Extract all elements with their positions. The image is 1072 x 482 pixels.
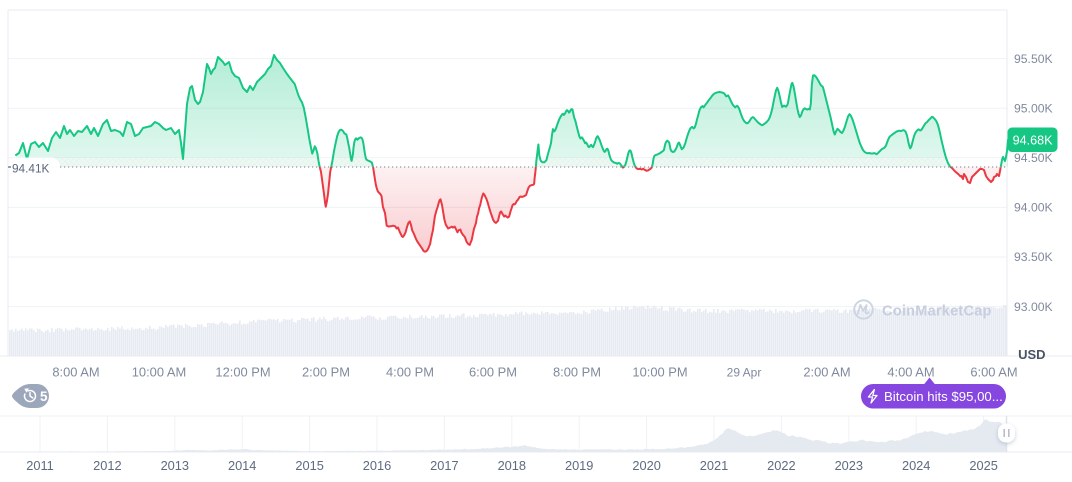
svg-text:2017: 2017: [430, 458, 458, 473]
svg-text:29 Apr: 29 Apr: [727, 366, 762, 380]
svg-text:2025: 2025: [969, 458, 997, 473]
svg-text:6:00 PM: 6:00 PM: [469, 365, 517, 380]
svg-text:95.00K: 95.00K: [1014, 101, 1053, 115]
svg-text:10:00 PM: 10:00 PM: [632, 365, 687, 380]
svg-text:10:00 AM: 10:00 AM: [132, 365, 186, 380]
svg-text:4:00 AM: 4:00 AM: [887, 365, 934, 380]
svg-text:4:00 PM: 4:00 PM: [386, 365, 434, 380]
svg-text:93.50K: 93.50K: [1014, 250, 1053, 264]
svg-text:2016: 2016: [363, 458, 391, 473]
svg-text:2012: 2012: [93, 458, 121, 473]
svg-text:2021: 2021: [700, 458, 728, 473]
svg-text:2023: 2023: [835, 458, 863, 473]
svg-text:8:00 AM: 8:00 AM: [52, 365, 99, 380]
svg-text:2014: 2014: [228, 458, 256, 473]
svg-text:2:00 PM: 2:00 PM: [302, 365, 350, 380]
svg-text:5: 5: [40, 389, 48, 404]
svg-text:CoinMarketCap: CoinMarketCap: [882, 304, 992, 320]
svg-text:2022: 2022: [767, 458, 795, 473]
svg-text:2018: 2018: [498, 458, 526, 473]
svg-text:2011: 2011: [26, 458, 54, 473]
svg-text:8:00 PM: 8:00 PM: [553, 365, 601, 380]
svg-text:2019: 2019: [565, 458, 593, 473]
svg-text:Bitcoin hits $95,00...: Bitcoin hits $95,00...: [884, 389, 1003, 404]
svg-text:2020: 2020: [632, 458, 660, 473]
svg-text:USD: USD: [1018, 347, 1045, 362]
svg-text:2024: 2024: [902, 458, 930, 473]
svg-text:94.00K: 94.00K: [1014, 201, 1053, 215]
svg-text:2013: 2013: [161, 458, 189, 473]
svg-text:12:00 PM: 12:00 PM: [215, 365, 270, 380]
svg-text:94.50K: 94.50K: [1014, 151, 1053, 165]
svg-text:93.00K: 93.00K: [1014, 300, 1053, 314]
svg-text:94.68K: 94.68K: [1013, 133, 1054, 147]
svg-text:95.50K: 95.50K: [1014, 52, 1053, 66]
svg-text:2015: 2015: [295, 458, 323, 473]
svg-text:94.41K: 94.41K: [12, 161, 50, 175]
svg-text:2:00 AM: 2:00 AM: [803, 365, 850, 380]
svg-text:6:00 AM: 6:00 AM: [970, 365, 1017, 380]
